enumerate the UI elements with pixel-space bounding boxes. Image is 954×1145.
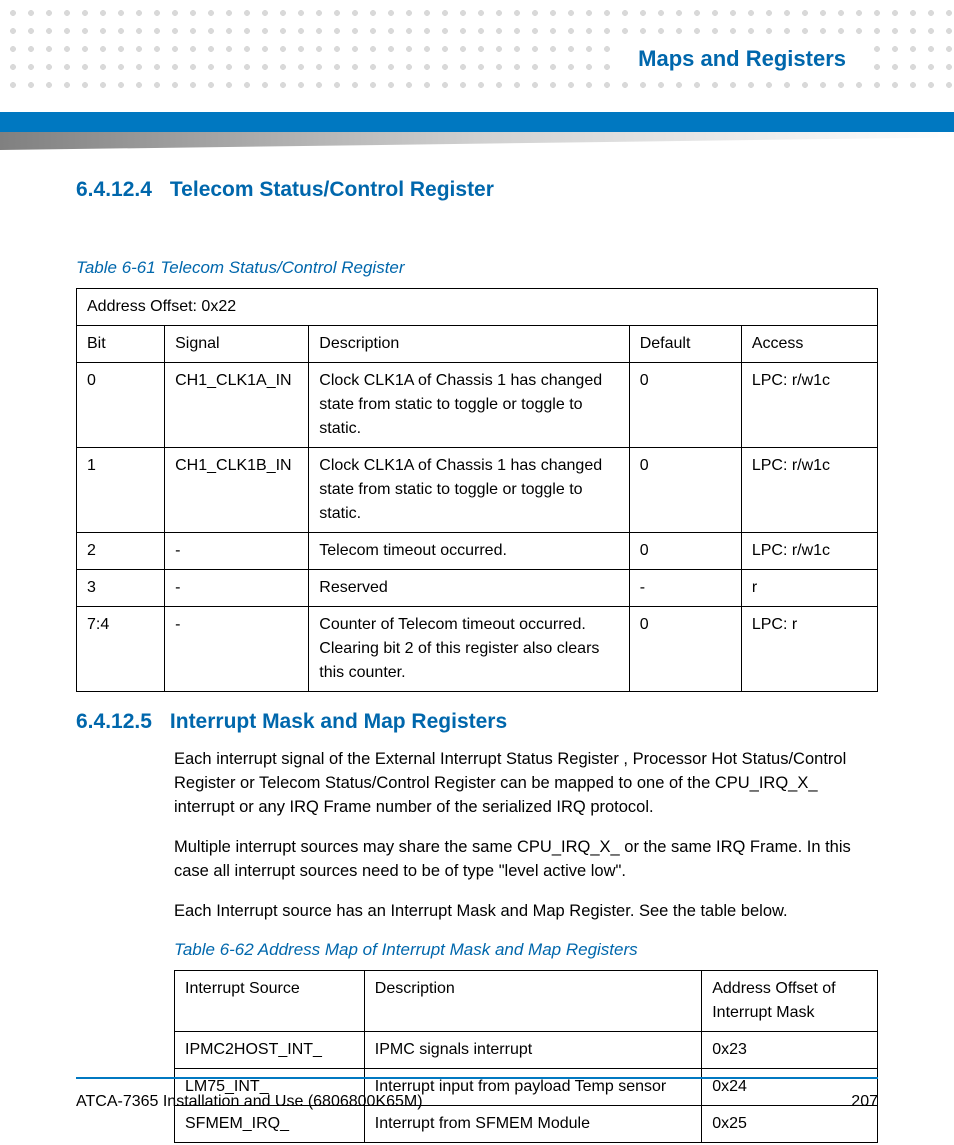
section-title: Interrupt Mask and Map Registers (170, 710, 507, 734)
section-heading-1: 6.4.12.4 Telecom Status/Control Register (76, 178, 878, 202)
table-row: 3 - Reserved - r (77, 570, 878, 607)
table-row: 7:4 - Counter of Telecom timeout occurre… (77, 607, 878, 692)
address-offset-cell: Address Offset: 0x22 (77, 289, 878, 326)
cell-signal: - (165, 533, 309, 570)
section-title: Telecom Status/Control Register (170, 178, 494, 202)
cell-access: LPC: r/w1c (741, 533, 877, 570)
th-bit: Bit (77, 326, 165, 363)
chapter-title: Maps and Registers (622, 42, 862, 76)
th-address-offset: Address Offset of Interrupt Mask (702, 970, 878, 1031)
cell-access: r (741, 570, 877, 607)
th-access: Access (741, 326, 877, 363)
table-telecom-register: Address Offset: 0x22 Bit Signal Descript… (76, 288, 878, 692)
paragraph: Each interrupt signal of the External In… (174, 748, 878, 820)
table-header-row: Bit Signal Description Default Access (77, 326, 878, 363)
th-signal: Signal (165, 326, 309, 363)
cell-signal: CH1_CLK1A_IN (165, 363, 309, 448)
cell-bit: 7:4 (77, 607, 165, 692)
table-caption-1: Table 6-61 Telecom Status/Control Regist… (76, 258, 878, 278)
section-number: 6.4.12.4 (76, 178, 152, 202)
table-row: Address Offset: 0x22 (77, 289, 878, 326)
cell-default: 0 (629, 607, 741, 692)
cell-access: LPC: r/w1c (741, 448, 877, 533)
header-blue-bar (0, 112, 954, 132)
cell-bit: 3 (77, 570, 165, 607)
cell-signal: - (165, 607, 309, 692)
footer-rule (76, 1077, 878, 1079)
cell-desc: Clock CLK1A of Chassis 1 has changed sta… (309, 363, 629, 448)
cell-signal: - (165, 570, 309, 607)
cell-default: 0 (629, 533, 741, 570)
cell-addr: 0x23 (702, 1031, 878, 1068)
paragraph: Each Interrupt source has an Interrupt M… (174, 900, 878, 924)
cell-default: - (629, 570, 741, 607)
cell-desc: Counter of Telecom timeout occurred. Cle… (309, 607, 629, 692)
paragraph: Multiple interrupt sources may share the… (174, 836, 878, 884)
th-description: Description (309, 326, 629, 363)
table-row: 2 - Telecom timeout occurred. 0 LPC: r/w… (77, 533, 878, 570)
cell-desc: Telecom timeout occurred. (309, 533, 629, 570)
header-gradient-rule (0, 132, 954, 150)
cell-access: LPC: r/w1c (741, 363, 877, 448)
th-default: Default (629, 326, 741, 363)
cell-default: 0 (629, 363, 741, 448)
footer-doc-title: ATCA-7365 Installation and Use (6806800K… (76, 1093, 423, 1111)
table-row: IPMC2HOST_INT_ IPMC signals interrupt 0x… (175, 1031, 878, 1068)
table-caption-2: Table 6-62 Address Map of Interrupt Mask… (174, 940, 878, 960)
footer-page-number: 207 (851, 1093, 878, 1111)
cell-default: 0 (629, 448, 741, 533)
cell-bit: 2 (77, 533, 165, 570)
cell-desc: IPMC signals interrupt (364, 1031, 701, 1068)
page-footer: ATCA-7365 Installation and Use (6806800K… (76, 1093, 878, 1111)
table-interrupt-map: Interrupt Source Description Address Off… (174, 970, 878, 1143)
section-number: 6.4.12.5 (76, 710, 152, 734)
table-row: 0 CH1_CLK1A_IN Clock CLK1A of Chassis 1 … (77, 363, 878, 448)
cell-bit: 1 (77, 448, 165, 533)
cell-desc: Clock CLK1A of Chassis 1 has changed sta… (309, 448, 629, 533)
cell-access: LPC: r (741, 607, 877, 692)
page-content: 6.4.12.4 Telecom Status/Control Register… (76, 178, 878, 1143)
cell-bit: 0 (77, 363, 165, 448)
section-body: Each interrupt signal of the External In… (174, 748, 878, 1143)
table-row: 1 CH1_CLK1B_IN Clock CLK1A of Chassis 1 … (77, 448, 878, 533)
cell-src: IPMC2HOST_INT_ (175, 1031, 365, 1068)
cell-desc: Reserved (309, 570, 629, 607)
th-description: Description (364, 970, 701, 1031)
cell-signal: CH1_CLK1B_IN (165, 448, 309, 533)
table-header-row: Interrupt Source Description Address Off… (175, 970, 878, 1031)
th-interrupt-source: Interrupt Source (175, 970, 365, 1031)
section-heading-2: 6.4.12.5 Interrupt Mask and Map Register… (76, 710, 878, 734)
